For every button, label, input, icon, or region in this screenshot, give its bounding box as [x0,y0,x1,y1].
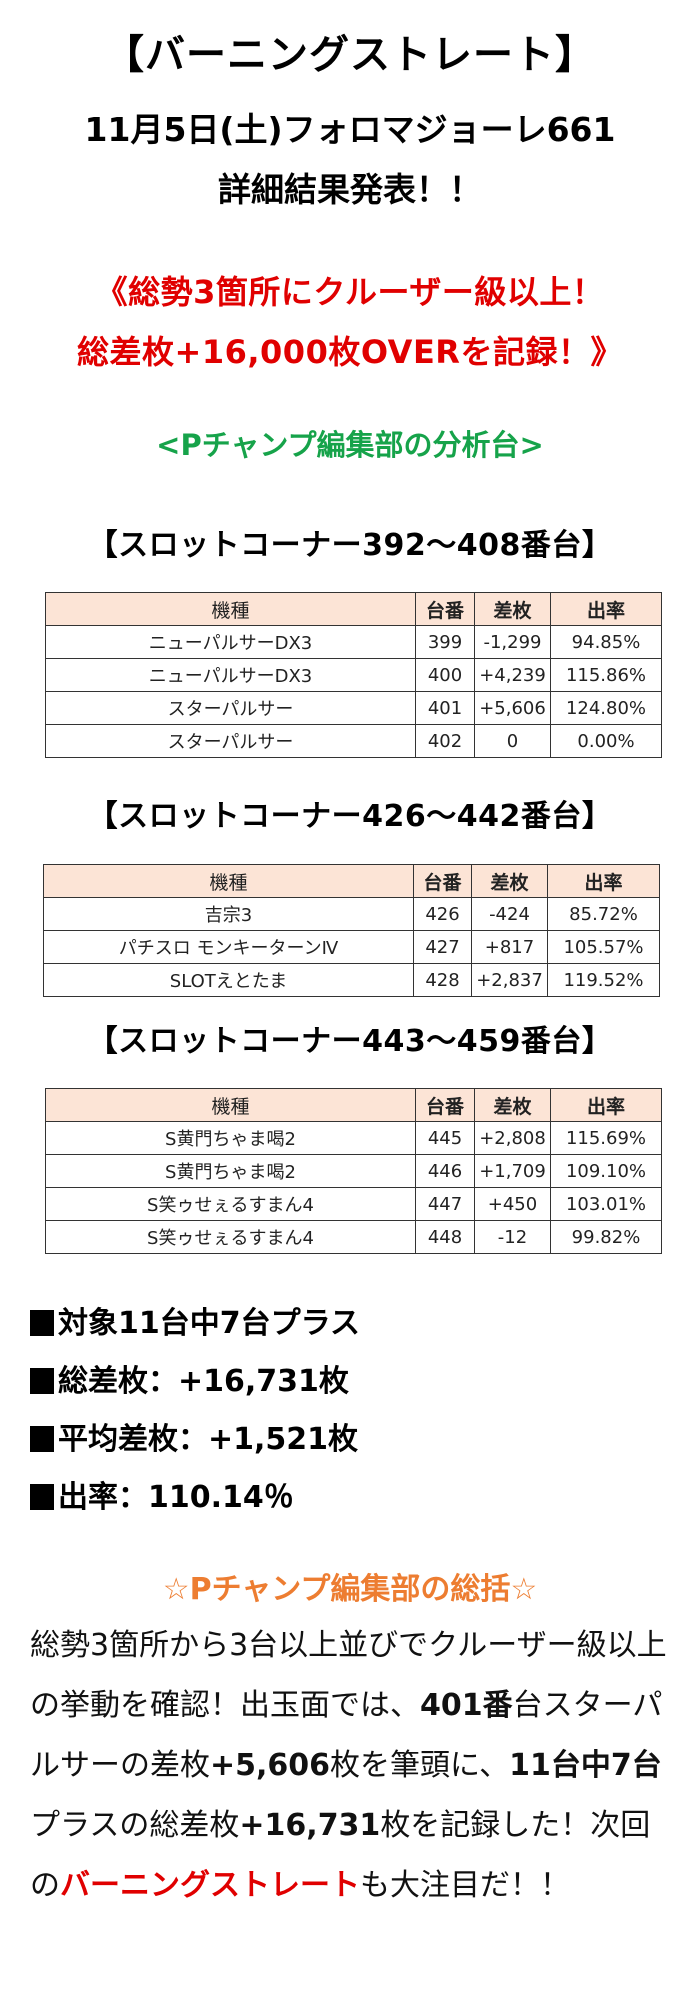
page-title: 【バーニングストレート】 [104,32,596,78]
table-row: S笑ゥせぇるすまん4 448 -12 99.82% [45,1220,662,1254]
headline-line-2: 総差枚+16,000枚OVERを記録！》 [77,333,623,371]
results-announcement: 詳細結果発表！！ [218,170,482,209]
cell-machine: パチスロ モンキーターンⅣ [43,930,414,964]
square-bullet-icon [30,1484,54,1510]
cell-diff: 0 [474,724,551,758]
cell-diff: +1,709 [474,1154,551,1188]
cell-number: 426 [413,897,472,931]
cell-machine: ニューパルサーDX3 [45,625,416,659]
cell-rate: 115.86% [550,658,662,692]
cell-number: 428 [413,963,472,997]
cell-machine: スターパルサー [45,724,416,758]
cell-number: 399 [415,625,475,659]
table-header-row: 機種 台番 差枚 出率 [43,864,660,898]
col-header-diff: 差枚 [474,592,551,626]
col-header-number: 台番 [415,1088,475,1122]
stat-total-diff: 総差枚：+16,731枚 [30,1362,349,1402]
cell-diff: -1,299 [474,625,551,659]
table-row: SLOTえとたま 428 +2,837 119.52% [43,963,660,997]
cell-machine: S笑ゥせぇるすまん4 [45,1187,416,1221]
stat-plus-count: 対象11台中7台プラス [30,1304,360,1344]
stat-rate: 出率：110.14％ [30,1478,294,1518]
cell-diff: +2,837 [471,963,548,997]
section-title-392-408: 【スロットコーナー392～408番台】 [87,528,613,563]
cell-machine: S黄門ちゃま喝2 [45,1121,416,1155]
table-row: S黄門ちゃま喝2 445 +2,808 115.69% [45,1121,662,1155]
headline-line-1: 《総勢3箇所にクルーザー級以上！ [95,273,605,311]
cell-rate: 85.72% [547,897,660,931]
cell-diff: +450 [474,1187,551,1221]
cell-number: 447 [415,1187,475,1221]
table-header-row: 機種 台番 差枚 出率 [45,592,662,626]
table-row: ニューパルサーDX3 399 -1,299 94.85% [45,625,662,659]
cell-diff: +5,606 [474,691,551,725]
square-bullet-icon [30,1426,54,1452]
col-header-rate: 出率 [550,1088,662,1122]
cell-rate: 105.57% [547,930,660,964]
col-header-rate: 出率 [547,864,660,898]
cell-diff: +817 [471,930,548,964]
cell-rate: 94.85% [550,625,662,659]
cell-machine: スターパルサー [45,691,416,725]
col-header-machine: 機種 [43,864,414,898]
table-header-row: 機種 台番 差枚 出率 [45,1088,662,1122]
table-row: パチスロ モンキーターンⅣ 427 +817 105.57% [43,930,660,964]
col-header-number: 台番 [415,592,475,626]
results-table-426-442: 機種 台番 差枚 出率 吉宗3 426 -424 85.72% パチスロ モンキ… [43,864,660,997]
cell-rate: 109.10% [550,1154,662,1188]
cell-diff: -12 [474,1220,551,1254]
square-bullet-icon [30,1310,54,1336]
cell-diff: -424 [471,897,548,931]
cell-number: 445 [415,1121,475,1155]
cell-rate: 0.00% [550,724,662,758]
cell-rate: 115.69% [550,1121,662,1155]
table-row: ニューパルサーDX3 400 +4,239 115.86% [45,658,662,692]
col-header-diff: 差枚 [474,1088,551,1122]
col-header-machine: 機種 [45,1088,416,1122]
cell-machine: 吉宗3 [43,897,414,931]
results-table-392-408: 機種 台番 差枚 出率 ニューパルサーDX3 399 -1,299 94.85%… [45,592,662,758]
table-row: S笑ゥせぇるすまん4 447 +450 103.01% [45,1187,662,1221]
col-header-machine: 機種 [45,592,416,626]
section-title-426-442: 【スロットコーナー426～442番台】 [87,799,613,834]
col-header-number: 台番 [413,864,472,898]
cell-machine: S黄門ちゃま喝2 [45,1154,416,1188]
section-title-443-459: 【スロットコーナー443～459番台】 [87,1024,613,1059]
summary-title: ☆Pチャンプ編集部の総括☆ [162,1572,538,1607]
event-date-store: 11月5日(土)フォロマジョーレ661 [84,110,616,149]
cell-rate: 99.82% [550,1220,662,1254]
cell-number: 402 [415,724,475,758]
cell-machine: SLOTえとたま [43,963,414,997]
stat-avg-diff: 平均差枚：+1,521枚 [30,1420,358,1460]
col-header-rate: 出率 [550,592,662,626]
highlight-event-name: バーニングストレート [60,1868,360,1903]
table-row: スターパルサー 401 +5,606 124.80% [45,691,662,725]
table-row: 吉宗3 426 -424 85.72% [43,897,660,931]
cell-diff: +4,239 [474,658,551,692]
table-row: スターパルサー 402 0 0.00% [45,724,662,758]
cell-diff: +2,808 [474,1121,551,1155]
cell-number: 401 [415,691,475,725]
cell-rate: 119.52% [547,963,660,997]
cell-machine: S笑ゥせぇるすまん4 [45,1220,416,1254]
cell-rate: 103.01% [550,1187,662,1221]
cell-rate: 124.80% [550,691,662,725]
cell-number: 448 [415,1220,475,1254]
results-table-443-459: 機種 台番 差枚 出率 S黄門ちゃま喝2 445 +2,808 115.69% … [45,1088,662,1254]
square-bullet-icon [30,1368,54,1394]
analysis-label: <Pチャンプ編集部の分析台> [156,428,544,462]
cell-number: 446 [415,1154,475,1188]
cell-number: 427 [413,930,472,964]
cell-number: 400 [415,658,475,692]
cell-machine: ニューパルサーDX3 [45,658,416,692]
table-row: S黄門ちゃま喝2 446 +1,709 109.10% [45,1154,662,1188]
summary-paragraph: 総勢3箇所から3台以上並びでクルーザー級以上の挙動を確認！出玉面では、401番台… [30,1628,667,1903]
col-header-diff: 差枚 [471,864,548,898]
